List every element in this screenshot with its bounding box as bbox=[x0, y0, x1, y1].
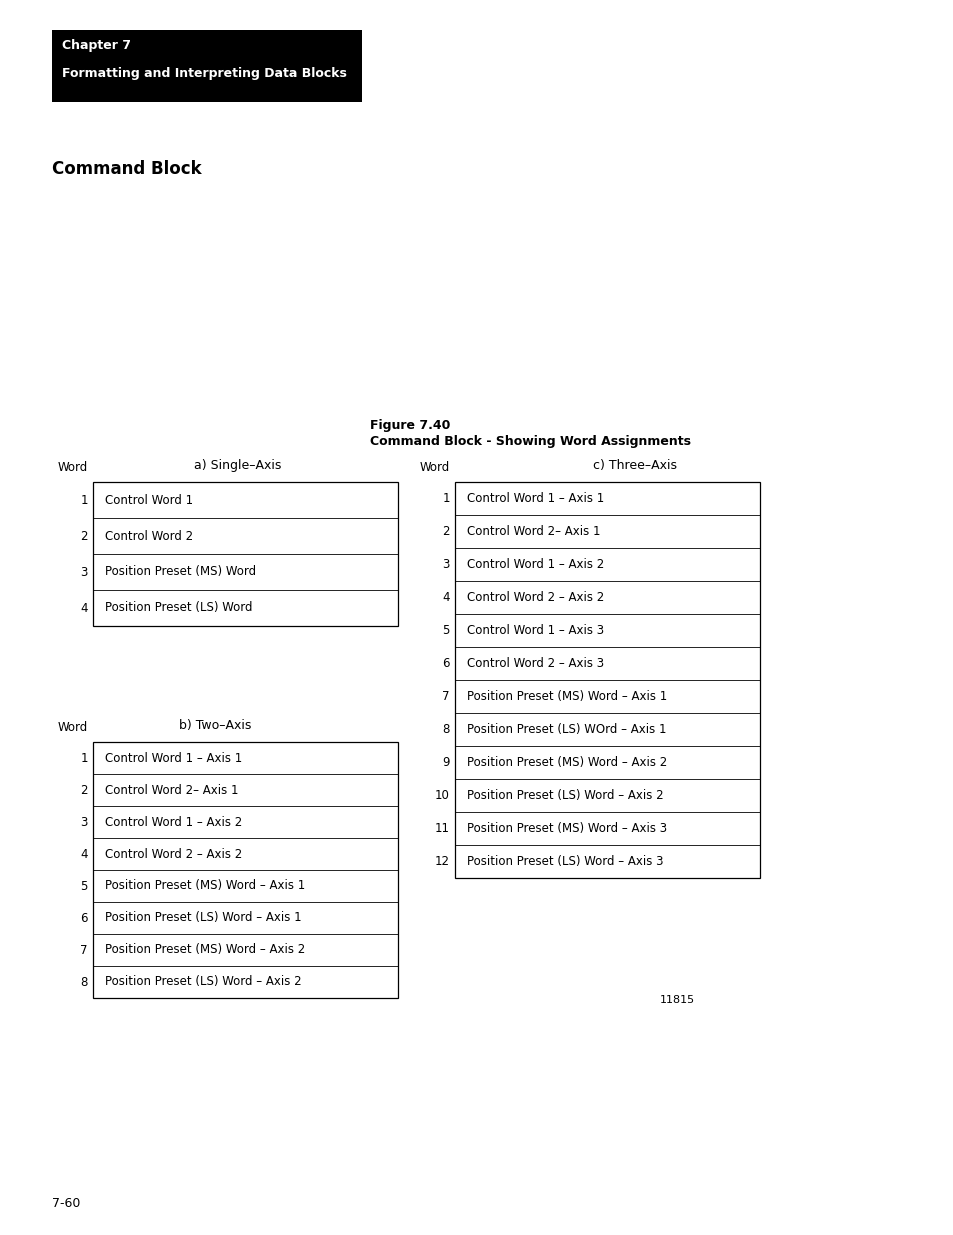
Text: 2: 2 bbox=[442, 525, 450, 538]
Text: Control Word 1 – Axis 2: Control Word 1 – Axis 2 bbox=[105, 815, 242, 829]
Text: 8: 8 bbox=[442, 722, 450, 736]
Text: Position Preset (LS) Word: Position Preset (LS) Word bbox=[105, 601, 253, 615]
Text: Control Word 1: Control Word 1 bbox=[105, 494, 193, 506]
Text: 3: 3 bbox=[442, 558, 450, 571]
Text: Control Word 2– Axis 1: Control Word 2– Axis 1 bbox=[105, 783, 238, 797]
Text: 1: 1 bbox=[80, 752, 88, 764]
Text: a) Single–Axis: a) Single–Axis bbox=[194, 459, 281, 472]
Text: Control Word 1 – Axis 3: Control Word 1 – Axis 3 bbox=[467, 624, 603, 637]
Text: 11: 11 bbox=[435, 823, 450, 835]
Bar bbox=[455, 482, 760, 878]
Text: 2: 2 bbox=[80, 530, 88, 542]
Text: Command Block: Command Block bbox=[52, 161, 201, 178]
Text: Control Word 2 – Axis 2: Control Word 2 – Axis 2 bbox=[467, 592, 603, 604]
Text: 8: 8 bbox=[81, 976, 88, 988]
Text: Formatting and Interpreting Data Blocks: Formatting and Interpreting Data Blocks bbox=[62, 67, 347, 80]
Text: Position Preset (LS) Word – Axis 2: Position Preset (LS) Word – Axis 2 bbox=[105, 976, 301, 988]
Text: Word: Word bbox=[419, 461, 450, 474]
Text: Command Block - Showing Word Assignments: Command Block - Showing Word Assignments bbox=[370, 435, 690, 448]
Text: 3: 3 bbox=[81, 566, 88, 578]
Text: 4: 4 bbox=[80, 847, 88, 861]
Text: Position Preset (LS) Word – Axis 3: Position Preset (LS) Word – Axis 3 bbox=[467, 855, 662, 868]
Text: Position Preset (LS) Word – Axis 2: Position Preset (LS) Word – Axis 2 bbox=[467, 789, 663, 802]
Text: 12: 12 bbox=[435, 855, 450, 868]
Text: 7: 7 bbox=[442, 690, 450, 703]
Text: 6: 6 bbox=[442, 657, 450, 671]
Text: 7-60: 7-60 bbox=[52, 1197, 80, 1210]
Text: 5: 5 bbox=[442, 624, 450, 637]
Text: 1: 1 bbox=[442, 492, 450, 505]
Text: Position Preset (MS) Word: Position Preset (MS) Word bbox=[105, 566, 255, 578]
Text: Word: Word bbox=[58, 721, 88, 734]
Text: Control Word 2: Control Word 2 bbox=[105, 530, 193, 542]
Text: 11815: 11815 bbox=[659, 995, 695, 1005]
Text: 2: 2 bbox=[80, 783, 88, 797]
Text: 3: 3 bbox=[81, 815, 88, 829]
Text: Chapter 7: Chapter 7 bbox=[62, 40, 131, 52]
Text: 4: 4 bbox=[80, 601, 88, 615]
Text: Control Word 2 – Axis 3: Control Word 2 – Axis 3 bbox=[467, 657, 603, 671]
Text: Position Preset (MS) Word – Axis 2: Position Preset (MS) Word – Axis 2 bbox=[467, 756, 666, 769]
Text: 1: 1 bbox=[80, 494, 88, 506]
Bar bbox=[52, 30, 361, 103]
Text: Control Word 1 – Axis 1: Control Word 1 – Axis 1 bbox=[467, 492, 603, 505]
Text: 6: 6 bbox=[80, 911, 88, 925]
Text: 4: 4 bbox=[442, 592, 450, 604]
Text: Position Preset (MS) Word – Axis 3: Position Preset (MS) Word – Axis 3 bbox=[467, 823, 666, 835]
Text: Position Preset (MS) Word – Axis 2: Position Preset (MS) Word – Axis 2 bbox=[105, 944, 305, 956]
Text: Control Word 1 – Axis 1: Control Word 1 – Axis 1 bbox=[105, 752, 242, 764]
Text: Control Word 2– Axis 1: Control Word 2– Axis 1 bbox=[467, 525, 599, 538]
Text: Control Word 2 – Axis 2: Control Word 2 – Axis 2 bbox=[105, 847, 242, 861]
Text: Position Preset (LS) WOrd – Axis 1: Position Preset (LS) WOrd – Axis 1 bbox=[467, 722, 666, 736]
Bar bbox=[92, 482, 397, 626]
Text: Position Preset (MS) Word – Axis 1: Position Preset (MS) Word – Axis 1 bbox=[105, 879, 305, 893]
Text: Position Preset (MS) Word – Axis 1: Position Preset (MS) Word – Axis 1 bbox=[467, 690, 666, 703]
Text: 7: 7 bbox=[80, 944, 88, 956]
Text: b) Two–Axis: b) Two–Axis bbox=[178, 719, 251, 732]
Text: 9: 9 bbox=[442, 756, 450, 769]
Text: Control Word 1 – Axis 2: Control Word 1 – Axis 2 bbox=[467, 558, 603, 571]
Text: 5: 5 bbox=[81, 879, 88, 893]
Text: Figure 7.40: Figure 7.40 bbox=[370, 419, 450, 432]
Text: Position Preset (LS) Word – Axis 1: Position Preset (LS) Word – Axis 1 bbox=[105, 911, 301, 925]
Bar bbox=[92, 742, 397, 998]
Text: Word: Word bbox=[58, 461, 88, 474]
Text: c) Three–Axis: c) Three–Axis bbox=[593, 459, 677, 472]
Text: 10: 10 bbox=[435, 789, 450, 802]
